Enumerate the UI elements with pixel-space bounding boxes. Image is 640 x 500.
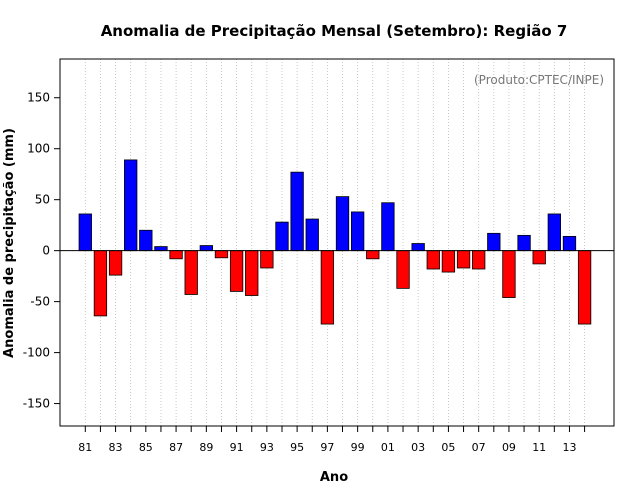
bar-08 <box>487 232 501 252</box>
grid-lines <box>84 59 585 426</box>
bar-88 <box>184 250 198 295</box>
bar-82 <box>93 250 108 317</box>
bar-94 <box>275 221 289 252</box>
y-tick-label-100: 100 <box>27 142 50 156</box>
x-tick-label-83: 83 <box>109 441 123 454</box>
x-tick-label-07: 07 <box>472 441 486 454</box>
x-tick-label-09: 09 <box>502 441 516 454</box>
bar-95 <box>290 171 304 252</box>
bar-99 <box>350 211 365 252</box>
x-tick-label-01: 01 <box>381 441 395 454</box>
x-tick-label-05: 05 <box>441 441 455 454</box>
x-tick-label-89: 89 <box>199 441 213 454</box>
bar-00 <box>366 250 380 260</box>
bar-98 <box>335 196 350 252</box>
product-credit: (Produto:CPTEC/INPE) <box>474 73 604 87</box>
bar-13 <box>562 235 577 252</box>
bar-02 <box>396 250 410 289</box>
x-tick-label-95: 95 <box>290 441 304 454</box>
bar-85 <box>139 229 153 252</box>
bar-03 <box>411 243 425 252</box>
x-tick-label-81: 81 <box>78 441 92 454</box>
bar-86 <box>154 246 168 252</box>
bar-04 <box>426 250 440 270</box>
bar-93 <box>260 250 274 269</box>
bar-14 <box>577 250 592 325</box>
x-tick-label-97: 97 <box>320 441 334 454</box>
y-axis: -150 -100 -50 0 50 100 150 <box>23 91 60 411</box>
bar-07 <box>472 250 486 270</box>
x-axis-label: Ano <box>320 470 348 485</box>
y-tick-label--150: -150 <box>23 397 50 411</box>
chart-title: Anomalia de Precipitação Mensal (Setembr… <box>101 22 568 40</box>
bar-12 <box>547 213 561 252</box>
bars <box>78 159 592 325</box>
x-tick-label-99: 99 <box>351 441 365 454</box>
bar-10 <box>517 234 531 252</box>
bar-91 <box>229 250 244 292</box>
x-tick-label-03: 03 <box>411 441 425 454</box>
y-axis-label: Anomalia de precipitação (mm) <box>2 128 17 358</box>
bar-11 <box>532 250 546 265</box>
bar-96 <box>305 218 319 252</box>
bar-84 <box>124 159 138 252</box>
x-tick-label-13: 13 <box>562 441 576 454</box>
x-tick-label-93: 93 <box>260 441 274 454</box>
bar-01 <box>381 202 395 252</box>
x-tick-label-11: 11 <box>532 441 546 454</box>
bar-92 <box>245 250 259 296</box>
y-tick-label-150: 150 <box>27 91 50 105</box>
x-tick-label-87: 87 <box>169 441 183 454</box>
bar-05 <box>441 250 456 273</box>
bar-09 <box>502 250 516 298</box>
bar-81 <box>78 213 92 252</box>
y-tick-label--50: -50 <box>30 295 50 309</box>
bar-87 <box>169 250 183 260</box>
x-tick-label-85: 85 <box>139 441 153 454</box>
bar-89 <box>199 245 213 252</box>
y-tick-label-50: 50 <box>35 193 50 207</box>
y-tick-label-0: 0 <box>42 244 50 258</box>
x-axis: 81 83 85 87 89 91 93 95 97 99 01 03 05 07 09 11 13 <box>78 426 586 454</box>
bar-90 <box>214 250 229 259</box>
plot-frame <box>59 58 615 427</box>
bar-06 <box>456 250 471 269</box>
bar-83 <box>108 250 123 276</box>
y-tick-label--100: -100 <box>23 346 50 360</box>
bar-97 <box>320 250 335 325</box>
x-tick-label-91: 91 <box>230 441 244 454</box>
